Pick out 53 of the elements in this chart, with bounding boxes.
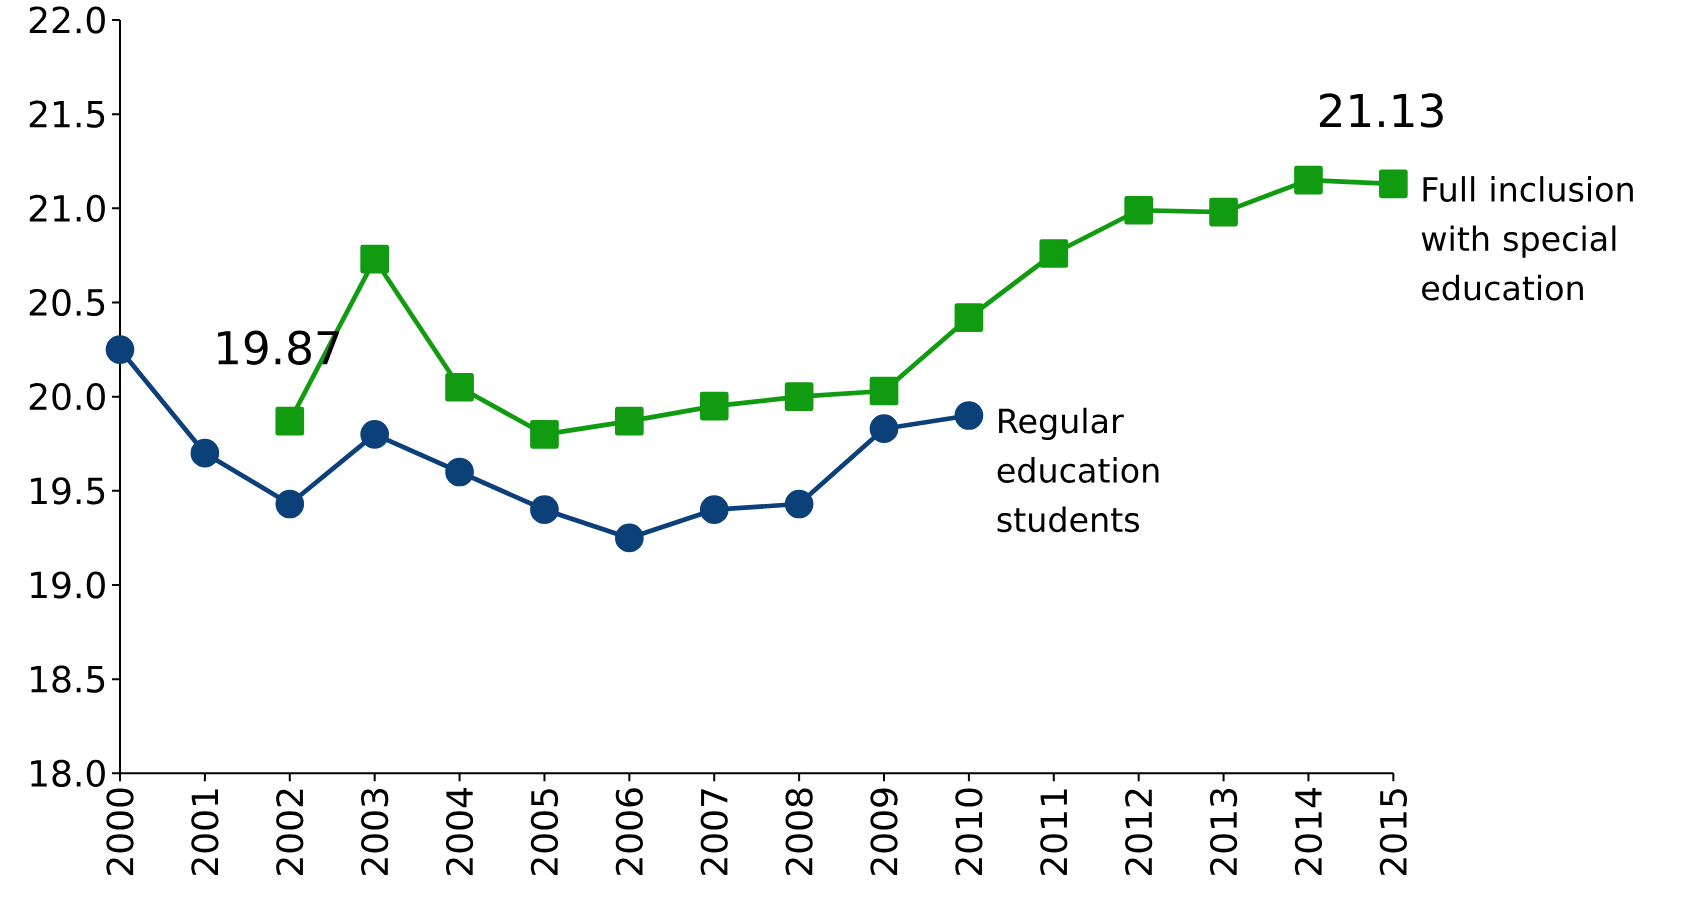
x-tick-label: 2009 xyxy=(870,788,898,876)
point xyxy=(530,495,559,525)
y-tick-label: 18.5 xyxy=(31,665,105,693)
x-tick-label: 2012 xyxy=(1125,789,1153,876)
x-tick-label: 2013 xyxy=(1209,788,1238,876)
x-tick-label: 2010 xyxy=(955,788,983,876)
legend-label: Regular education students xyxy=(997,407,1159,533)
annotation: 21.13 xyxy=(1319,93,1443,128)
point xyxy=(1294,165,1323,195)
point xyxy=(615,406,644,436)
y-tick-label: 19.0 xyxy=(31,571,105,599)
point xyxy=(275,406,305,436)
y-tick-label: 20.5 xyxy=(29,288,105,317)
x-tick-label: 2002 xyxy=(276,789,304,876)
point xyxy=(954,401,984,430)
x-tick-label: 2003 xyxy=(361,788,389,876)
series-label: Full inclusion with special education xyxy=(1421,176,1633,301)
y-tick-label: 19.5 xyxy=(31,477,105,505)
point xyxy=(869,376,899,406)
x-tick-label: 2005 xyxy=(530,789,559,876)
x-tick-label: 2001 xyxy=(191,789,219,876)
point xyxy=(869,414,899,444)
point xyxy=(699,495,729,525)
x-tick-label: 2011 xyxy=(1040,789,1068,876)
point xyxy=(445,457,474,487)
point xyxy=(1209,197,1238,227)
x-tick-label: 2014 xyxy=(1294,788,1323,876)
x-tick-label: 2000 xyxy=(106,788,134,876)
x-tick-label: 2008 xyxy=(785,788,813,876)
point xyxy=(190,438,220,468)
y-tick-label: 18.0 xyxy=(31,759,105,787)
point xyxy=(699,391,729,421)
point xyxy=(105,335,135,364)
point xyxy=(784,489,814,519)
point xyxy=(1379,169,1408,199)
x-tick-label: 2007 xyxy=(700,789,728,876)
point xyxy=(360,420,390,449)
point xyxy=(445,372,474,402)
point xyxy=(275,489,305,519)
x-tick-label: 2004 xyxy=(445,788,474,876)
point xyxy=(954,303,984,332)
point xyxy=(1039,239,1069,268)
point xyxy=(784,382,814,411)
x-tick-label: 2006 xyxy=(615,788,643,876)
point xyxy=(360,244,390,274)
y-tick-label: 21.0 xyxy=(29,194,105,222)
point xyxy=(1124,195,1154,225)
y-tick-label: 20.0 xyxy=(29,383,105,411)
y-tick-label: 21.5 xyxy=(29,100,105,128)
point xyxy=(530,420,559,449)
point xyxy=(615,523,644,553)
x-tick-label: 2015 xyxy=(1379,789,1407,876)
y-tick-label: 22.0 xyxy=(29,6,105,34)
